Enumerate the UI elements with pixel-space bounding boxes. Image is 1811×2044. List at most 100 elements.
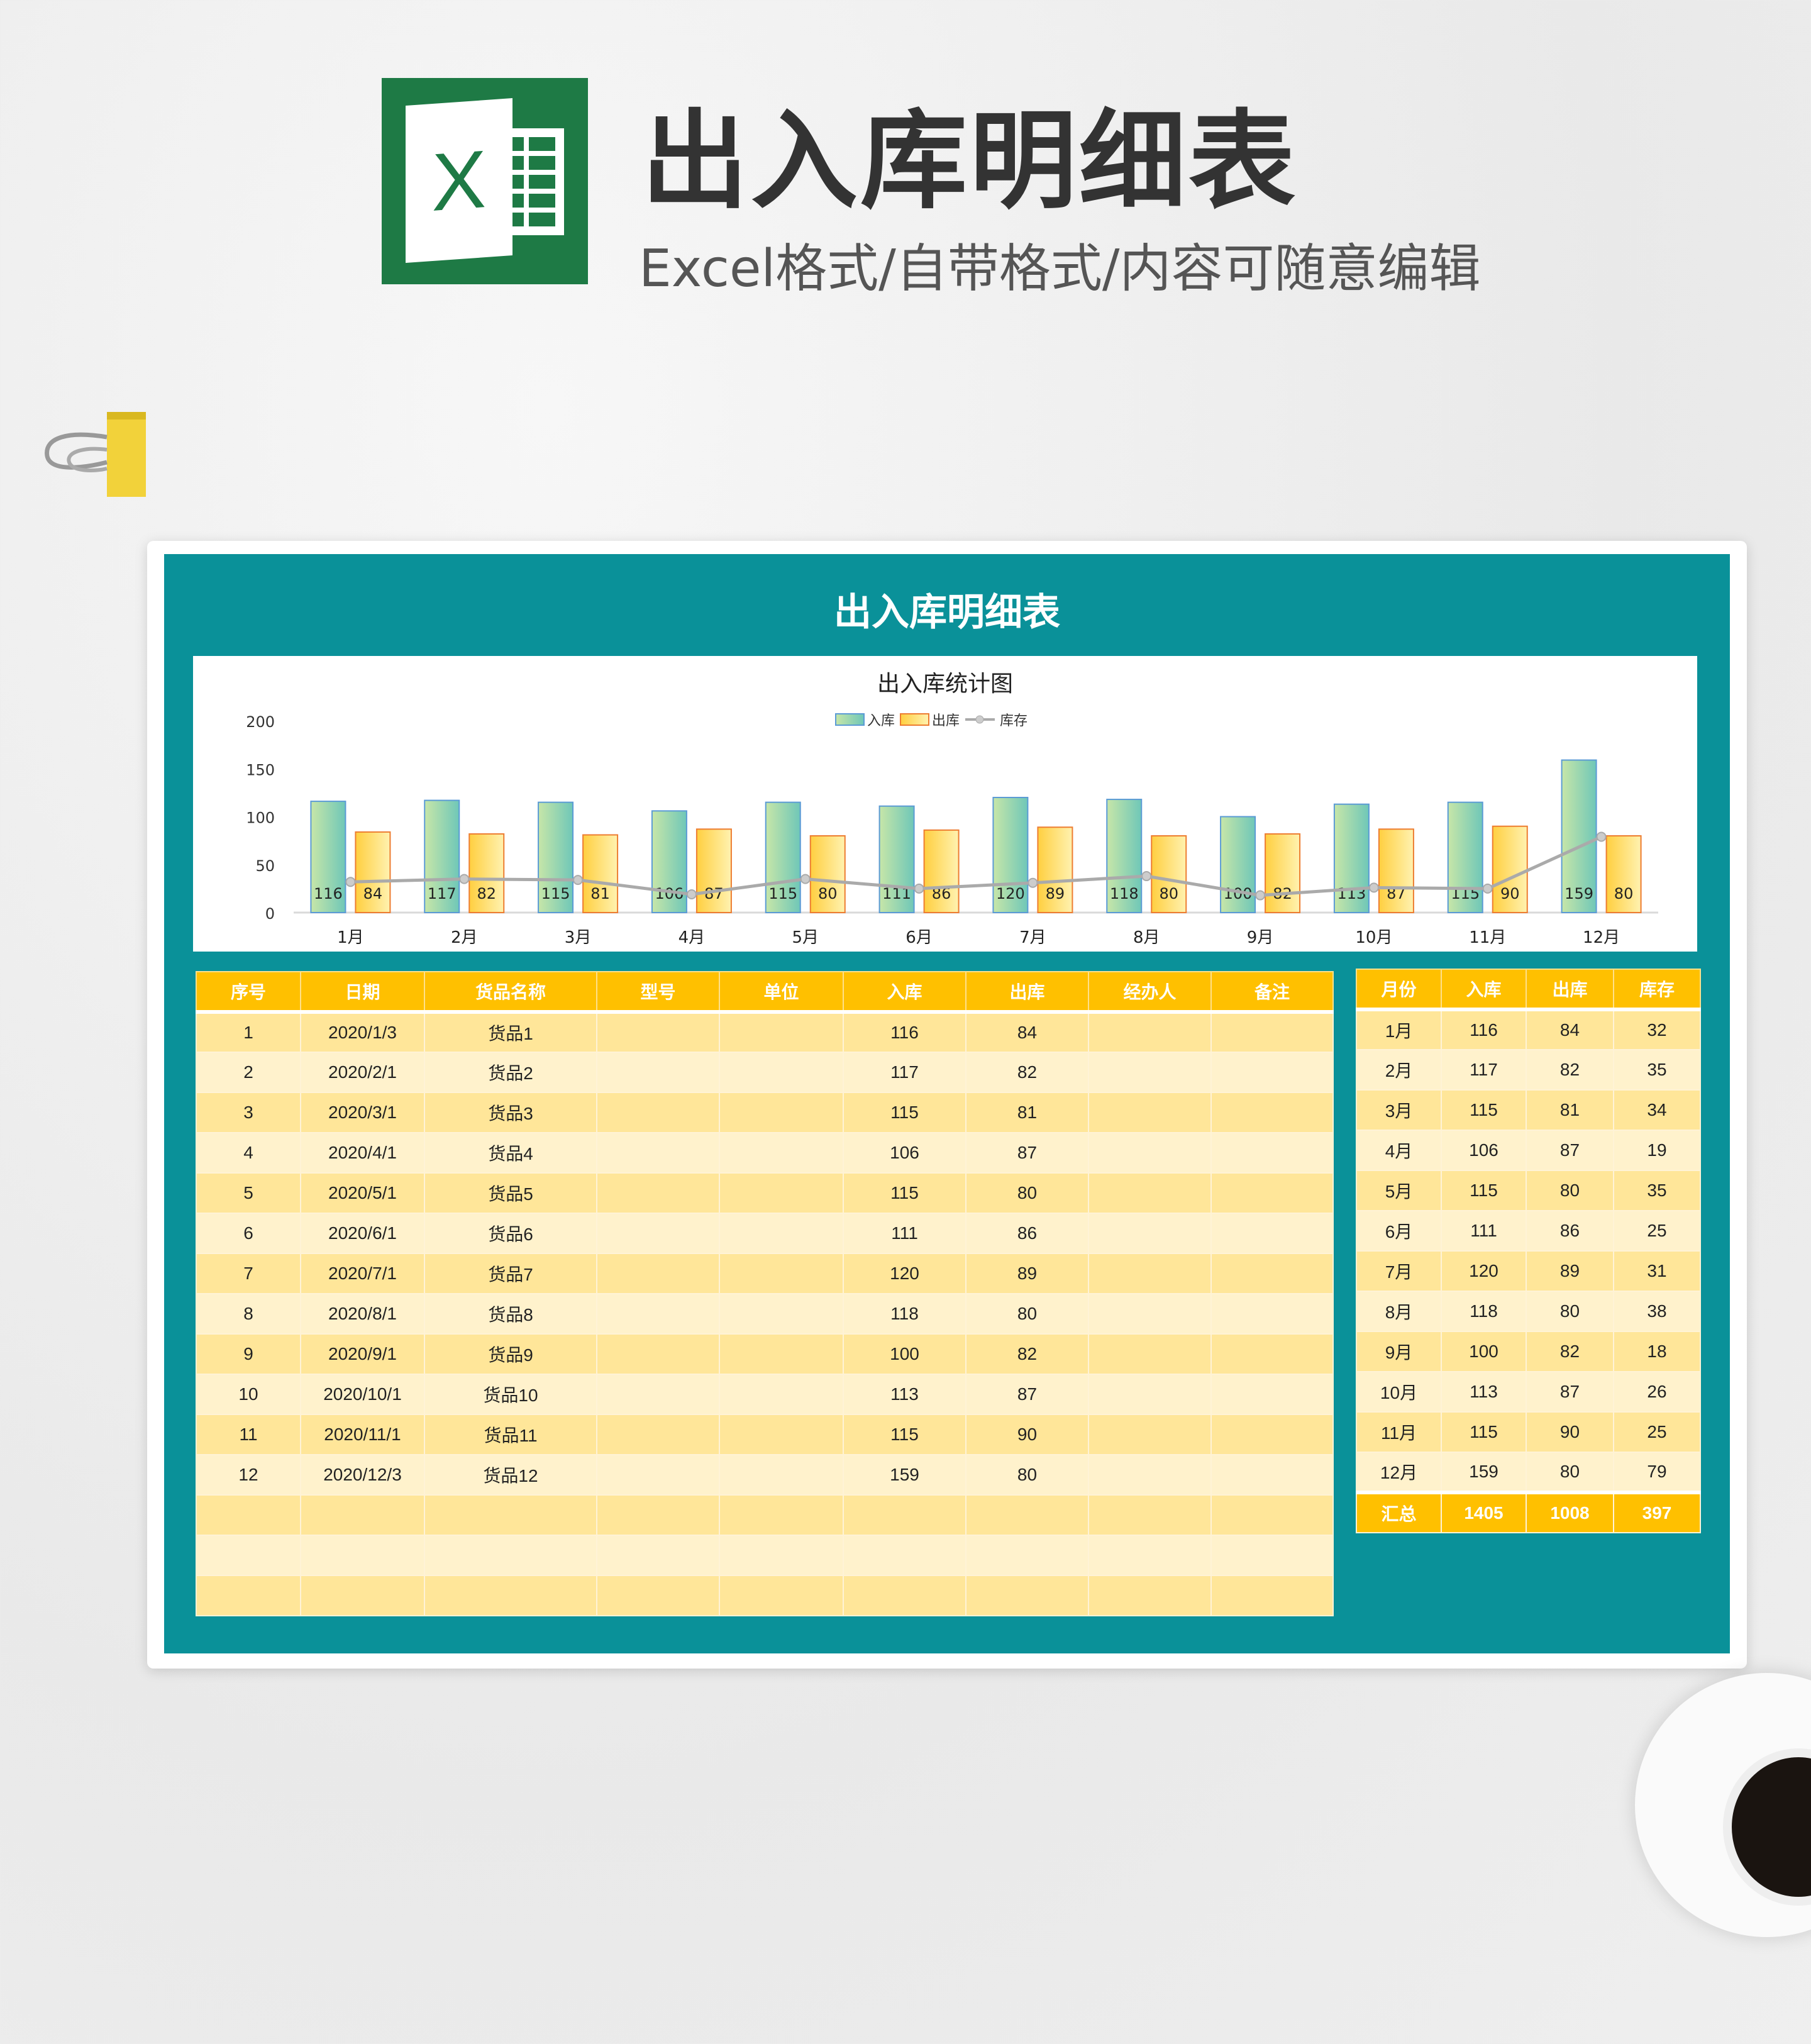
table-cell[interactable] [596, 1092, 720, 1133]
table-cell[interactable] [965, 1494, 1089, 1536]
table-cell[interactable]: 84 [965, 1011, 1089, 1053]
table-cell[interactable] [300, 1494, 425, 1536]
table-cell[interactable] [1088, 1535, 1212, 1576]
table-cell[interactable] [843, 1535, 966, 1576]
table-cell[interactable] [596, 1575, 720, 1616]
table-cell[interactable]: 84 [1526, 1009, 1614, 1050]
table-cell[interactable]: 82 [1526, 1331, 1614, 1372]
table-cell[interactable]: 货品6 [424, 1213, 597, 1254]
table-cell[interactable]: 2020/8/1 [300, 1293, 425, 1335]
table-cell[interactable]: 2 [196, 1052, 301, 1093]
table-cell[interactable]: 18 [1613, 1331, 1701, 1372]
table-cell[interactable] [1088, 1253, 1212, 1294]
table-cell[interactable] [596, 1293, 720, 1335]
table-cell[interactable]: 86 [965, 1213, 1089, 1254]
table-cell[interactable]: 115 [1441, 1411, 1527, 1453]
table-cell[interactable] [843, 1494, 966, 1536]
table-cell[interactable]: 11月 [1356, 1411, 1442, 1453]
table-cell[interactable] [1210, 1172, 1334, 1214]
table-cell[interactable]: 38 [1613, 1291, 1701, 1332]
table-cell[interactable] [1088, 1374, 1212, 1415]
table-cell[interactable]: 2020/3/1 [300, 1092, 425, 1133]
table-cell[interactable]: 116 [843, 1011, 966, 1053]
table-cell[interactable]: 100 [1441, 1331, 1527, 1372]
table-cell[interactable]: 2020/4/1 [300, 1132, 425, 1174]
table-cell[interactable]: 115 [1441, 1089, 1527, 1131]
table-cell[interactable]: 8 [196, 1293, 301, 1335]
table-cell[interactable] [1088, 1052, 1212, 1093]
table-cell[interactable]: 2020/1/3 [300, 1011, 425, 1053]
table-cell[interactable]: 79 [1613, 1452, 1701, 1493]
table-cell[interactable]: 86 [1526, 1210, 1614, 1252]
table-cell[interactable] [1210, 1494, 1334, 1536]
table-cell[interactable]: 118 [843, 1293, 966, 1335]
table-cell[interactable] [1088, 1494, 1212, 1536]
table-cell[interactable] [1088, 1132, 1212, 1174]
table-cell[interactable]: 80 [965, 1454, 1089, 1496]
table-cell[interactable] [1210, 1092, 1334, 1133]
table-cell[interactable]: 106 [843, 1132, 966, 1174]
table-cell[interactable] [843, 1575, 966, 1616]
table-cell[interactable] [719, 1132, 844, 1174]
table-cell[interactable]: 118 [1441, 1291, 1527, 1332]
table-cell[interactable] [596, 1011, 720, 1053]
table-cell[interactable] [196, 1494, 301, 1536]
table-cell[interactable] [596, 1052, 720, 1093]
table-cell[interactable]: 89 [965, 1253, 1089, 1294]
table-cell[interactable]: 80 [1526, 1291, 1614, 1332]
table-cell[interactable] [719, 1172, 844, 1214]
table-cell[interactable] [1088, 1172, 1212, 1214]
table-cell[interactable] [196, 1575, 301, 1616]
table-cell[interactable]: 81 [1526, 1089, 1614, 1131]
table-cell[interactable]: 6 [196, 1213, 301, 1254]
table-cell[interactable]: 115 [1441, 1170, 1527, 1211]
table-cell[interactable]: 2020/5/1 [300, 1172, 425, 1214]
table-cell[interactable]: 82 [965, 1052, 1089, 1093]
table-cell[interactable]: 货品3 [424, 1092, 597, 1133]
table-cell[interactable] [1088, 1454, 1212, 1496]
table-cell[interactable]: 19 [1613, 1130, 1701, 1171]
table-cell[interactable]: 80 [965, 1172, 1089, 1214]
table-cell[interactable] [1088, 1414, 1212, 1455]
table-cell[interactable]: 34 [1613, 1089, 1701, 1131]
table-cell[interactable] [719, 1333, 844, 1375]
table-cell[interactable]: 87 [965, 1132, 1089, 1174]
table-cell[interactable] [1210, 1052, 1334, 1093]
table-cell[interactable]: 82 [1526, 1049, 1614, 1091]
table-cell[interactable]: 4 [196, 1132, 301, 1174]
table-cell[interactable]: 100 [843, 1333, 966, 1375]
table-cell[interactable] [719, 1575, 844, 1616]
table-cell[interactable]: 12 [196, 1454, 301, 1496]
table-cell[interactable]: 115 [843, 1414, 966, 1455]
table-cell[interactable]: 货品4 [424, 1132, 597, 1174]
table-cell[interactable]: 80 [965, 1293, 1089, 1335]
table-cell[interactable] [965, 1575, 1089, 1616]
table-cell[interactable]: 115 [843, 1172, 966, 1214]
table-cell[interactable] [596, 1333, 720, 1375]
table-cell[interactable]: 117 [843, 1052, 966, 1093]
table-cell[interactable] [596, 1172, 720, 1214]
table-cell[interactable]: 2月 [1356, 1049, 1442, 1091]
table-cell[interactable]: 26 [1613, 1371, 1701, 1413]
table-cell[interactable]: 12月 [1356, 1452, 1442, 1493]
table-cell[interactable]: 87 [965, 1374, 1089, 1415]
table-cell[interactable]: 90 [965, 1414, 1089, 1455]
table-cell[interactable]: 4月 [1356, 1130, 1442, 1171]
table-cell[interactable] [596, 1213, 720, 1254]
table-cell[interactable] [1210, 1333, 1334, 1375]
table-cell[interactable] [596, 1132, 720, 1174]
table-cell[interactable]: 货品8 [424, 1293, 597, 1335]
table-cell[interactable]: 111 [843, 1213, 966, 1254]
table-cell[interactable] [424, 1575, 597, 1616]
table-cell[interactable] [1210, 1414, 1334, 1455]
table-cell[interactable] [719, 1293, 844, 1335]
table-cell[interactable]: 9月 [1356, 1331, 1442, 1372]
table-cell[interactable]: 117 [1441, 1049, 1527, 1091]
table-cell[interactable] [965, 1535, 1089, 1576]
table-cell[interactable] [300, 1575, 425, 1616]
table-cell[interactable]: 2020/10/1 [300, 1374, 425, 1415]
table-cell[interactable] [596, 1454, 720, 1496]
table-cell[interactable] [719, 1253, 844, 1294]
table-cell[interactable]: 3 [196, 1092, 301, 1133]
table-cell[interactable] [719, 1454, 844, 1496]
